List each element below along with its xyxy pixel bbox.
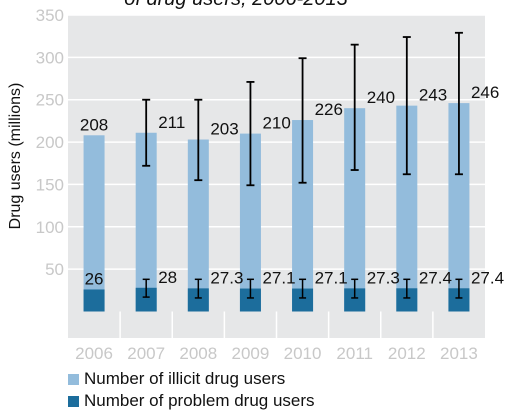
legend-item-problem: Number of problem drug users (68, 390, 315, 412)
legend-label-illicit: Number of illicit drug users (84, 369, 286, 388)
legend-swatch-illicit (68, 373, 79, 385)
data-label-illicit: 210 (262, 114, 290, 133)
data-label-illicit: 203 (210, 120, 238, 139)
x-tick-label: 2012 (388, 344, 426, 363)
data-label-illicit: 211 (158, 113, 185, 132)
x-axis-ticks: 2006 2007 2008 2009 2010 2011 2012 2013 (75, 344, 478, 363)
y-tick-label: 200 (36, 133, 64, 152)
bar-problem (239, 288, 261, 312)
bar-problem (135, 287, 157, 312)
legend-item-illicit: Number of illicit drug users (68, 368, 315, 390)
x-tick-label: 2013 (440, 344, 478, 363)
data-label-problem: 27.3 (367, 268, 400, 287)
data-label-problem: 28 (158, 268, 177, 287)
x-tick-label: 2006 (75, 344, 113, 363)
bar-problem (292, 288, 314, 312)
bar-illicit (448, 103, 470, 312)
data-label-illicit: 246 (471, 83, 499, 102)
bars (83, 103, 470, 312)
legend-label-problem: Number of problem drug users (84, 391, 315, 410)
y-tick-label: 50 (45, 260, 64, 279)
y-tick-label: 150 (36, 175, 64, 194)
y-axis-label: Drug users (millions) (7, 83, 24, 230)
bar-illicit (135, 132, 157, 312)
data-label-problem: 27.3 (210, 268, 243, 287)
data-label-illicit: 240 (367, 88, 395, 107)
bar-illicit (396, 105, 418, 312)
data-label-illicit: 243 (419, 86, 447, 105)
bar-problem (396, 288, 418, 312)
y-tick-label: 350 (36, 6, 64, 25)
y-axis-ticks: 50 100 150 200 250 300 350 (36, 6, 64, 279)
legend: Number of illicit drug users Number of p… (68, 368, 315, 412)
error-bars (142, 31, 463, 299)
bar-problem (187, 288, 209, 312)
bar-problem (344, 288, 366, 312)
data-label-problem: 27.4 (471, 268, 504, 287)
data-label-problem: 27.1 (315, 269, 348, 288)
x-tick-label: 2011 (336, 344, 373, 363)
data-label-illicit: 208 (80, 115, 108, 134)
data-label-problem: 27.1 (262, 269, 295, 288)
plot-area (68, 15, 485, 338)
bar-problem (83, 289, 105, 312)
bar-illicit (83, 135, 105, 312)
bar-illicit (292, 120, 314, 312)
x-tick-label: 2010 (284, 344, 322, 363)
bar-problem (448, 288, 470, 312)
bar-illicit (187, 139, 209, 312)
chart-title: of drug users, 2006-2013 (124, 0, 348, 10)
data-label-illicit: 226 (315, 100, 343, 119)
y-tick-label: 250 (36, 91, 64, 110)
x-tick-label: 2009 (232, 344, 270, 363)
data-labels: 208 26 211 28 203 27.3 210 27.1 226 27.1 240 27.3 24… (80, 83, 504, 288)
y-tick-label: 100 (36, 218, 64, 237)
bar-illicit (239, 133, 261, 312)
data-label-problem: 27.4 (419, 268, 452, 287)
x-tick-label: 2007 (127, 344, 165, 363)
x-tick-label: 2008 (179, 344, 217, 363)
bar-illicit (344, 108, 366, 312)
data-label-problem: 26 (85, 269, 104, 288)
legend-swatch-problem (68, 395, 79, 407)
y-tick-label: 300 (36, 48, 64, 67)
